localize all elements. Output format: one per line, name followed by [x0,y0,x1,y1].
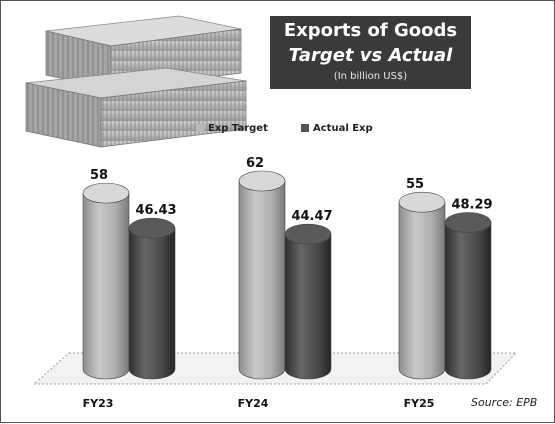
value-label-target-fy23: 58 [90,168,108,183]
legend-item-actual: Actual Exp [301,123,373,134]
value-label-actual-fy24: 44.47 [291,209,332,224]
value-label-target-fy24: 62 [246,156,264,171]
bar-actual-fy25 [444,212,492,380]
bar-actual-fy24 [284,223,332,380]
chart-units: (In billion US$) [333,71,408,82]
category-label-fy25: FY25 [404,397,435,410]
chart-subtitle: Target vs Actual [288,45,453,66]
value-label-actual-fy25: 48.29 [451,198,492,213]
source-note: Source: EPB [471,396,538,409]
bar-target-fy24 [238,170,286,380]
chart-title-box: Exports of Goods Target vs Actual (In bi… [270,16,471,89]
legend-swatch-actual [301,124,309,132]
legend-label-target: Exp Target [208,123,268,134]
category-label-fy23: FY23 [83,397,114,410]
bar-target-fy23 [82,182,130,380]
value-label-actual-fy23: 46.43 [135,203,176,218]
value-label-target-fy25: 55 [406,177,424,192]
legend-item-target: Exp Target [196,123,268,134]
category-label-fy24: FY24 [238,397,269,410]
bar-actual-fy23 [128,217,176,380]
chart-title: Exports of Goods [283,20,458,41]
legend-label-actual: Actual Exp [313,123,373,134]
bar-target-fy25 [398,191,446,380]
legend-swatch-target [196,124,204,132]
